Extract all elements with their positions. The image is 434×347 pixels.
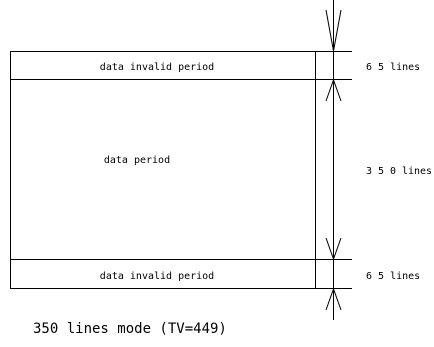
top-lines-label: 6 5 lines: [366, 62, 420, 73]
arrow-up-bottom-icon: [325, 287, 342, 311]
diagram-caption: 350 lines mode (TV=449): [33, 321, 227, 337]
arrow-up-middle-icon: [325, 78, 342, 102]
middle-lines-label: 3 5 0 lines: [366, 166, 432, 177]
bottom-invalid-period-block: [10, 259, 316, 289]
period-blocks: [10, 51, 316, 289]
arrowheads: [325, 9, 342, 311]
data-period-block: [10, 79, 316, 260]
data-period-label: data period: [104, 155, 170, 166]
bottom-invalid-period-label: data invalid period: [100, 271, 214, 282]
top-invalid-period-label: data invalid period: [100, 62, 214, 73]
dimension-lines: [315, 0, 352, 320]
arrow-down-middle-icon: [325, 237, 342, 261]
bottom-lines-label: 6 5 lines: [366, 271, 420, 282]
arrow-down-top-icon: [325, 9, 342, 52]
